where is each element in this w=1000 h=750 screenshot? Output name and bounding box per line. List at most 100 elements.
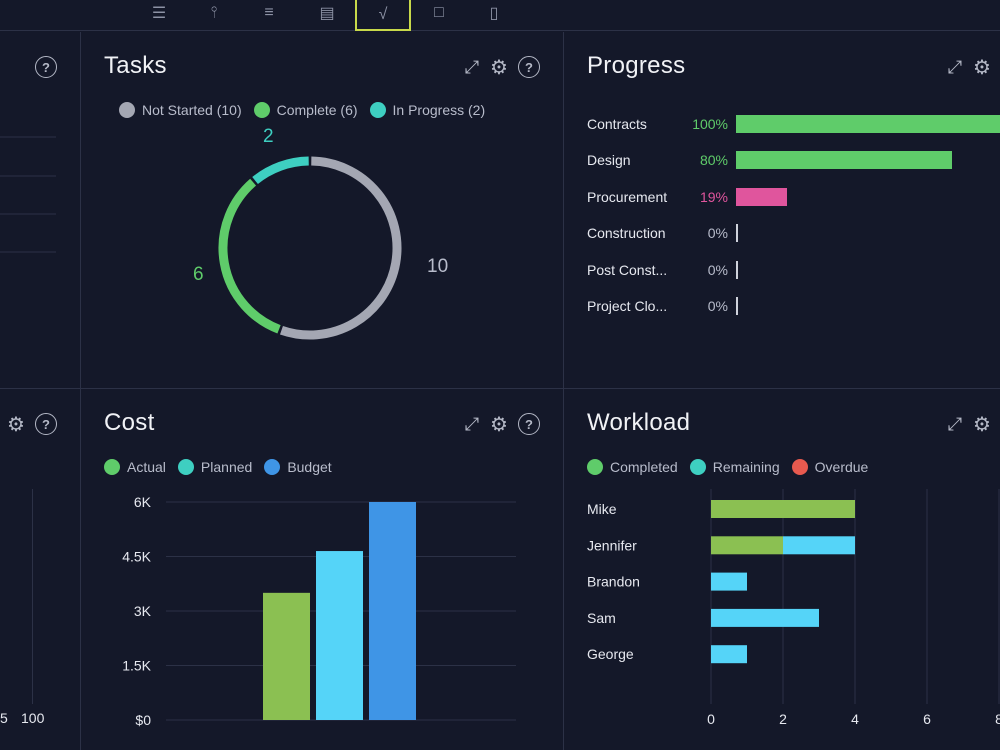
progress-label: Construction [587,225,666,242]
workload-bar-chart: 0 2 4 6 8 Mike Jennifer Brandon Sam George [587,489,1000,727]
y-tick-label: 6K [134,494,152,510]
legend-dot [791,459,808,475]
x-tick-label: 4 [851,711,859,727]
workload-person-label: George [587,646,634,662]
panel-title: Progress [587,52,686,79]
legend-dot [264,459,281,475]
expand-icon[interactable]: ⤢ [947,56,963,77]
x-tick-label: 0 [707,711,715,727]
donut-segment-not-started[interactable] [280,156,402,340]
legend-item: Budget [264,459,332,475]
progress-percent: 100% [692,116,728,132]
legend-item: Planned [177,459,252,475]
board-view-icon[interactable]: ⫯ [210,4,218,21]
axis-line [32,489,33,704]
tasks-donut-chart: 10 6 2 [193,126,448,340]
panel-title: Tasks [104,52,167,79]
settings-icon[interactable]: ⚙ [7,413,25,436]
donut-label-in-progress: 2 [263,126,274,147]
chart-legend: Actual Planned Budget [104,459,344,475]
grid-divider [80,32,81,750]
settings-icon[interactable]: ⚙ [490,56,508,79]
workload-bar-remaining[interactable] [711,608,819,627]
workload-bar-remaining[interactable] [711,572,747,591]
workload-bar-remaining[interactable] [783,536,855,555]
progress-label: Contracts [587,116,647,132]
progress-bar [736,224,738,243]
help-icon[interactable]: ? [35,56,57,78]
progress-bar [736,151,952,170]
help-icon[interactable]: ? [518,413,540,435]
workload-person-label: Jennifer [587,537,637,553]
progress-percent: 19% [699,188,728,205]
legend-item: Complete (6) [253,102,358,118]
progress-bar-track [736,151,1000,170]
workload-bar-remaining[interactable] [711,645,747,664]
legend-dot [104,459,120,475]
axis-tick-label: 100 [21,710,45,726]
left-top-panel: ? [0,32,80,388]
expand-icon[interactable]: ⤢ [464,413,480,434]
legend-item: Actual [104,459,166,475]
progress-bar-track [736,224,1000,243]
help-icon[interactable]: ? [35,413,57,435]
settings-icon[interactable]: ⚙ [490,413,508,436]
progress-label: Design [587,152,631,169]
cost-bar-budget[interactable] [369,502,416,720]
expand-icon[interactable]: ⤢ [464,56,480,77]
grid-divider [0,388,1000,389]
legend-item: Remaining [689,459,780,475]
workload-bar-completed[interactable] [711,536,783,555]
legend-dot [253,102,270,118]
chart-legend: Completed Remaining Overdue [587,459,880,475]
settings-icon[interactable]: ⚙ [973,413,991,436]
list-view-icon[interactable]: ☰ [151,5,167,22]
progress-label: Project Clo... [587,298,668,314]
y-tick-label: $0 [135,712,151,728]
files-view-icon[interactable]: ▯ [489,5,499,22]
legend-dot [119,102,135,118]
progress-row[interactable]: Post Const... 0% [587,260,1000,280]
expand-icon[interactable]: ⤢ [947,413,963,434]
y-tick-label: 3K [134,603,152,619]
progress-bar [736,187,788,206]
view-toolbar: ☰ ⫯ ≡ ▤ √ □ ▯ [0,0,1000,31]
y-tick-label: 1.5K [122,658,151,674]
progress-percent: 0% [707,261,728,278]
progress-row[interactable]: Project Clo... 0% [587,296,1000,316]
progress-row[interactable]: Contracts 100% [587,114,1000,134]
help-icon[interactable]: ? [518,56,540,78]
tasks-panel: Tasks ⤢ ⚙ ? Not Started (10) Complete (6… [81,32,563,388]
progress-row[interactable]: Design 80% [587,150,1000,170]
cost-panel: Cost ⤢ ⚙ ? Actual Planned Budget $0 1.5K 3… [81,389,563,750]
cost-bar-chart: $0 1.5K 3K 4.5K 6K [122,494,516,728]
progress-row[interactable]: Construction 0% [587,223,1000,243]
donut-label-not-started: 10 [427,256,448,277]
legend-dot [587,459,603,475]
donut-segment-complete[interactable] [218,178,281,334]
progress-percent: 80% [699,152,728,169]
progress-bar-track [736,297,1000,315]
partial-chart [0,136,56,253]
sheet-view-icon[interactable]: ▤ [319,5,335,22]
x-tick-label: 6 [923,711,931,727]
cost-bar-planned[interactable] [316,551,363,720]
progress-bar [736,115,1000,133]
dashboard-view-icon[interactable]: √ [355,0,411,31]
progress-bar-track [736,187,1000,206]
workload-person-label: Sam [587,610,616,626]
progress-label: Post Const... [587,261,668,278]
legend-item: Completed [587,459,678,475]
workload-person-label: Brandon [587,574,640,590]
progress-panel: Progress ⤢ ⚙ Contracts 100% Design 80% Procu… [564,32,1000,388]
workload-panel: Workload ⤢ ⚙ Completed Remaining Overdue… [564,389,1000,750]
progress-row[interactable]: Procurement 19% [587,187,1000,207]
progress-bar-track [736,260,1000,279]
calendar-view-icon[interactable]: □ [434,4,444,21]
donut-segment-in-progress[interactable] [252,156,309,185]
cost-bar-actual[interactable] [263,592,310,720]
workload-bar-completed[interactable] [711,500,855,518]
gantt-view-icon[interactable]: ≡ [264,4,274,21]
settings-icon[interactable]: ⚙ [973,56,991,79]
donut-label-complete: 6 [193,264,204,285]
